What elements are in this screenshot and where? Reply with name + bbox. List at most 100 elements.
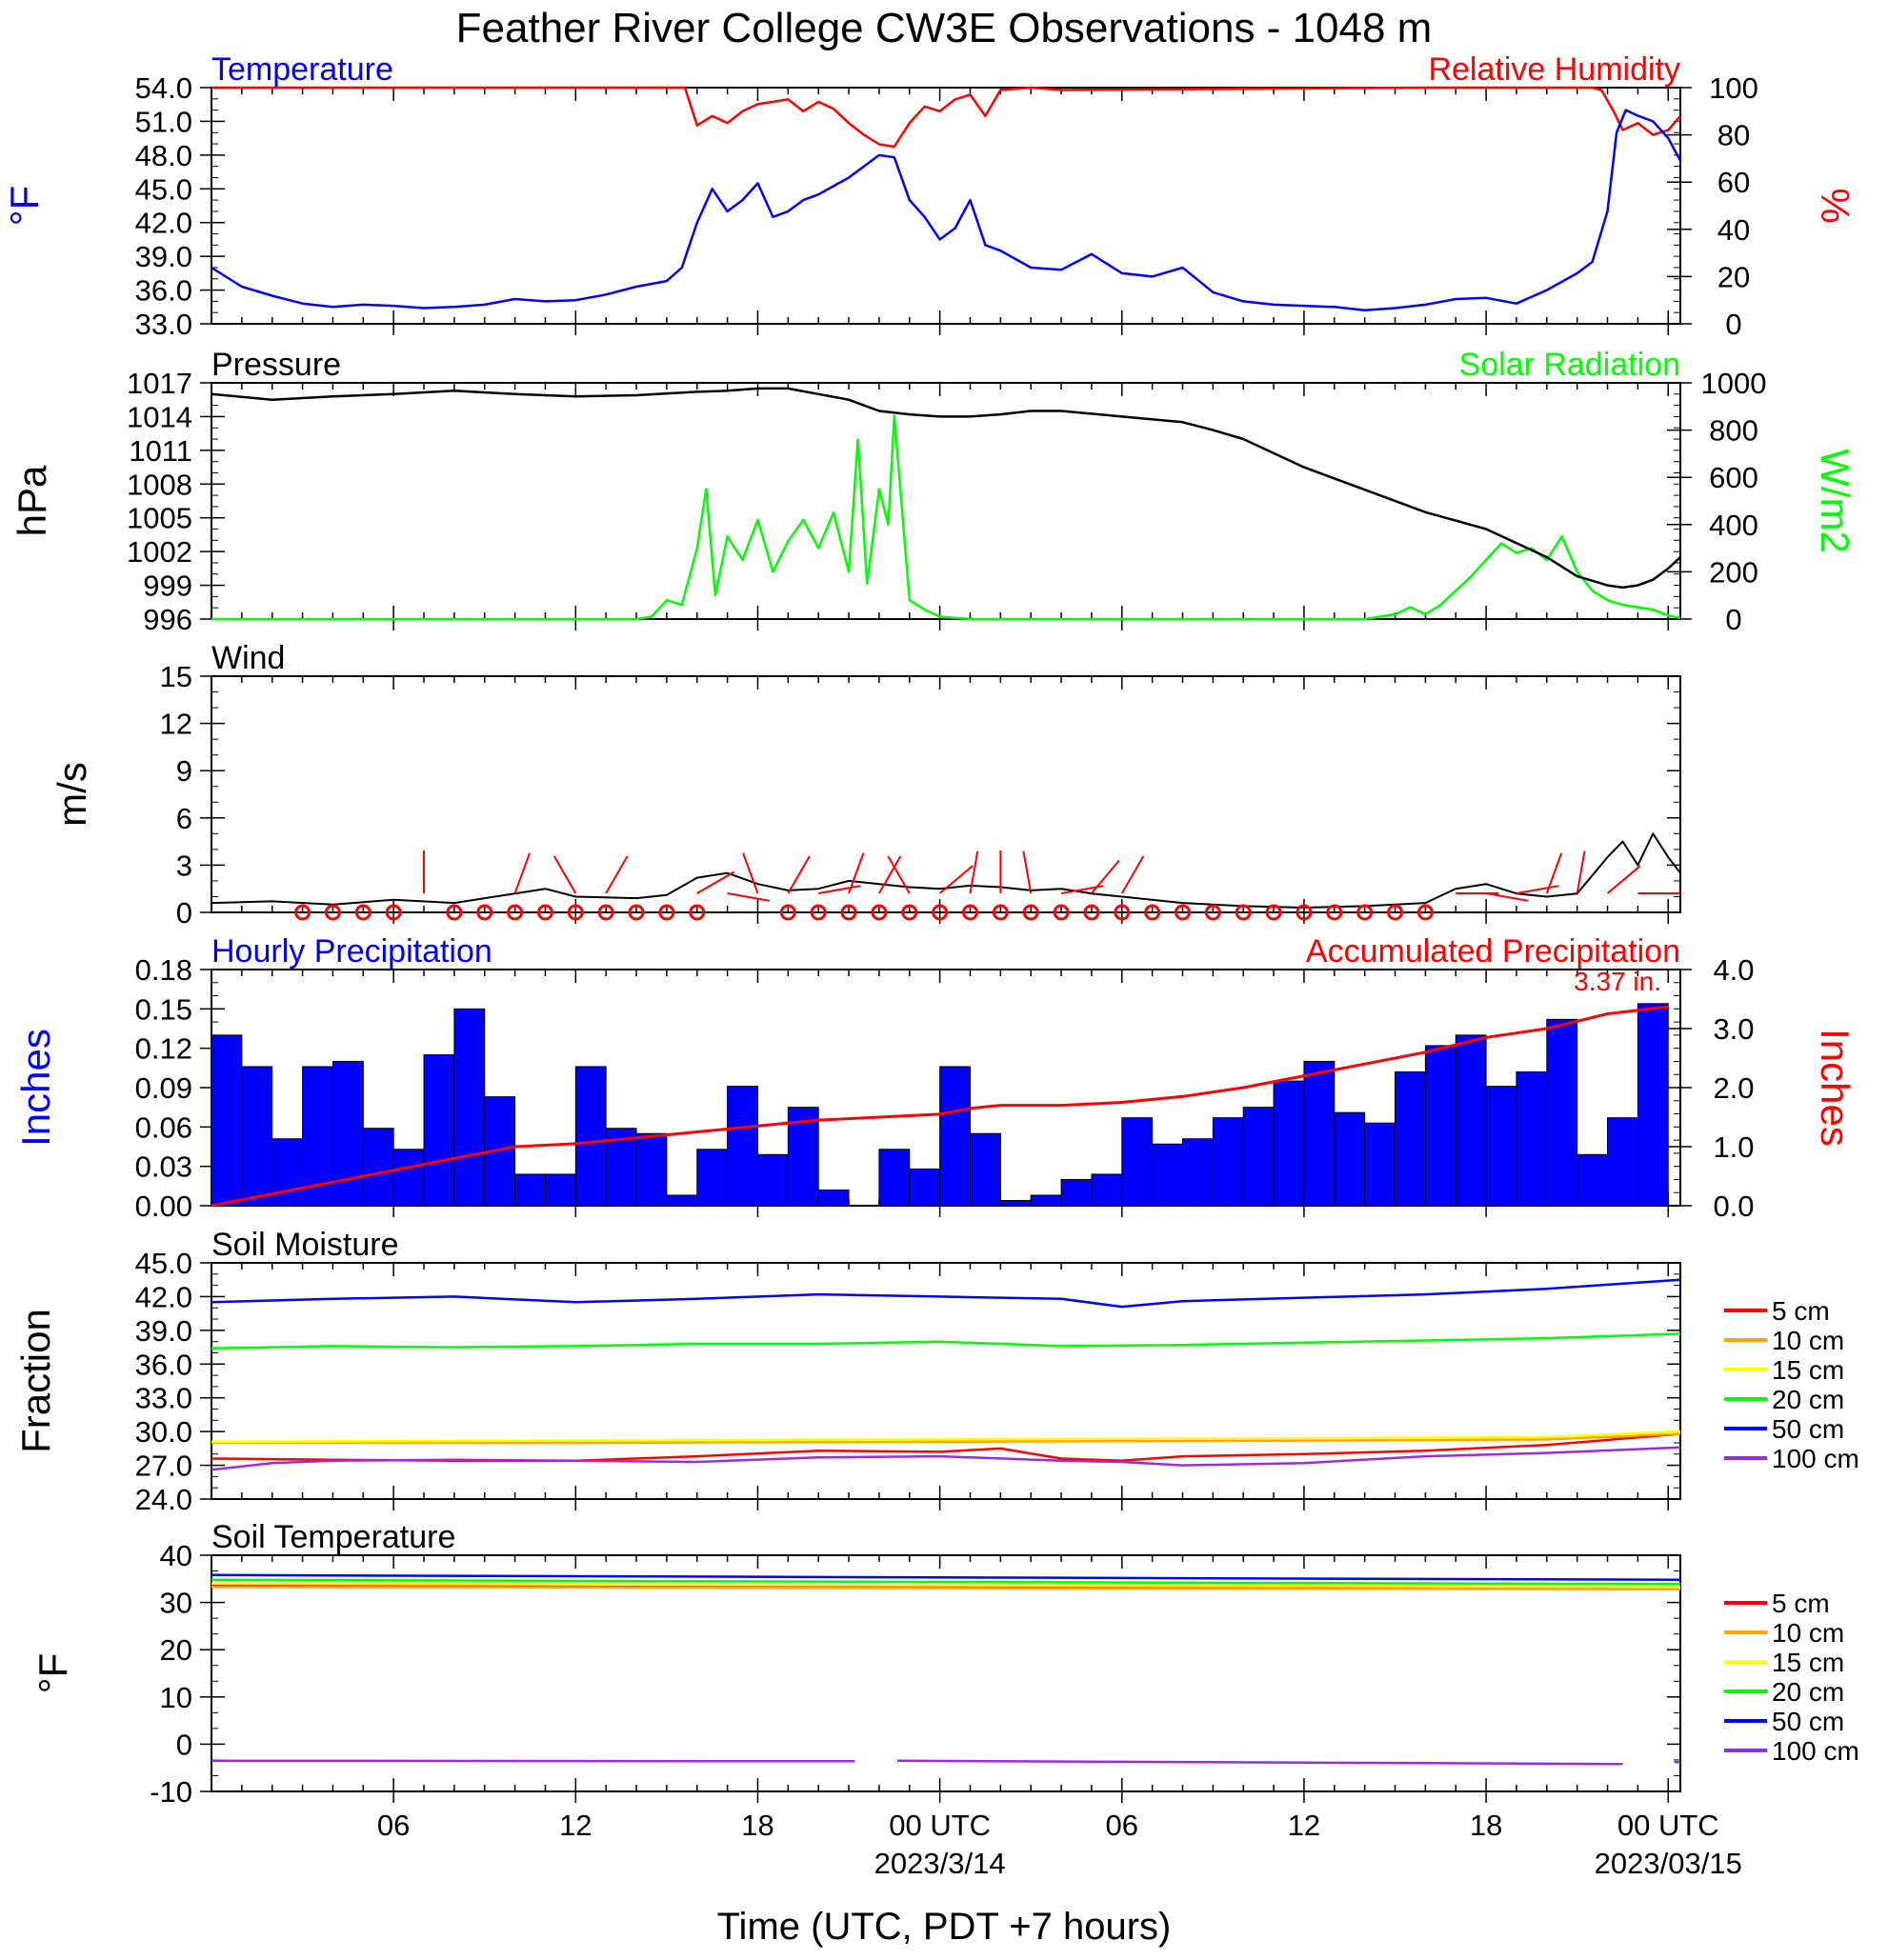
wind-barb [742, 852, 759, 894]
y-right-tick-label: 2.0 [1713, 1071, 1754, 1105]
wind-calm-marker [658, 904, 675, 921]
wind-calm-marker [628, 904, 645, 921]
panel-frame [211, 1554, 1681, 1792]
y-tick-label: 3 [176, 849, 192, 882]
wind-barb [727, 892, 771, 902]
y-tick-label: 27.0 [135, 1450, 192, 1483]
hourly-precip-bar [696, 1149, 729, 1207]
y-right-tick-label: 4.0 [1713, 953, 1754, 987]
y-tick-label: 1008 [127, 468, 192, 501]
wind-calm-marker [1356, 904, 1374, 921]
y-tick-label: 6 [176, 802, 192, 835]
wind-barb [1606, 865, 1641, 894]
y-tick-label: 48.0 [135, 139, 192, 172]
hourly-precip-bar [999, 1199, 1032, 1207]
legend-label: 10 cm [1772, 1326, 1844, 1355]
y-tick-label: 45.0 [135, 1247, 192, 1280]
hourly-precip-bar [1455, 1034, 1487, 1207]
y-right-tick-label: 800 [1709, 414, 1758, 448]
wind-barb [1485, 892, 1529, 902]
wind-barb [1516, 885, 1559, 894]
y-right-tick-label: 20 [1717, 260, 1750, 293]
y-right-tick-label: 1000 [1701, 367, 1767, 400]
wind-calm-marker [932, 904, 949, 921]
y-axis-title-right: W/m2 [1813, 449, 1858, 553]
hourly-precip-bar [1364, 1122, 1396, 1207]
wind-barb [818, 885, 861, 894]
hourly-precip-bar [635, 1132, 668, 1207]
y-tick-label: 51.0 [135, 105, 192, 138]
hourly-precip-bar [878, 1149, 911, 1207]
y-tick-label: 996 [143, 603, 192, 636]
hourly-precip-bar [909, 1168, 941, 1207]
panel-frame [211, 87, 1681, 325]
hourly-precip-bar [1637, 1003, 1669, 1207]
y-tick-label: 0.09 [135, 1071, 192, 1105]
y-tick-label: 33.0 [135, 308, 192, 341]
hourly-precip-bar [1121, 1117, 1154, 1207]
wind-barb [878, 855, 902, 894]
x-tick-label: 12 [1288, 1809, 1320, 1842]
hourly-precip-bar [423, 1054, 455, 1207]
hourly-precip-bar [1303, 1060, 1336, 1207]
panel-title-wind: Wind [211, 640, 285, 676]
y-tick-label: 30.0 [135, 1415, 192, 1449]
legend-label: 5 cm [1772, 1589, 1830, 1618]
hourly-precip-bar [1424, 1045, 1456, 1207]
hourly-precip-bar [666, 1194, 698, 1207]
wind-calm-marker [1265, 904, 1282, 921]
wind-calm-marker [1144, 904, 1161, 921]
hourly-precip-bar [1334, 1111, 1366, 1207]
y-tick-label: 9 [176, 754, 192, 788]
panel-title-pressure: Pressure [211, 347, 341, 383]
wind-barb [969, 850, 979, 894]
y-tick-label: 1005 [127, 502, 192, 535]
panel-title-soil: Soil Moisture [211, 1227, 399, 1263]
y-axis-title-right: % [1813, 188, 1858, 223]
x-tick-label: 06 [1106, 1809, 1138, 1842]
hourly-precip-bar [211, 1034, 243, 1207]
panel-frame [211, 675, 1681, 913]
accumulated-precip-line [211, 1005, 1669, 1208]
y-tick-label: 20 [160, 1633, 192, 1667]
x-date-label: 2023/03/15 [1595, 1847, 1742, 1880]
y-right-tick-label: 200 [1709, 555, 1758, 589]
soil-line-10cm [211, 1585, 1681, 1590]
y-right-tick-label: 60 [1717, 166, 1750, 199]
y-right-tick-label: 600 [1709, 461, 1758, 494]
wind-barb [787, 855, 811, 894]
y-right-tick-label: 3.0 [1713, 1012, 1754, 1046]
x-date-label: 2023/3/14 [874, 1847, 1006, 1880]
hourly-precip-bar [514, 1173, 546, 1207]
wind-calm-marker [507, 904, 524, 921]
pressure-line [211, 387, 1681, 590]
y-tick-label: 0.00 [135, 1190, 192, 1223]
wind-calm-marker [1295, 904, 1313, 921]
hourly-precip-bar [939, 1066, 971, 1207]
wind-calm-marker [1416, 904, 1434, 921]
x-tick-label: 12 [559, 1809, 592, 1842]
y-tick-label: 1011 [129, 434, 192, 468]
legend-label: 5 cm [1772, 1296, 1830, 1326]
hourly-precip-bar [1395, 1070, 1426, 1207]
wind-barb [552, 855, 577, 894]
y-right-tick-label: 40 [1717, 213, 1750, 247]
panel-title-temperature: Temperature [211, 51, 393, 88]
panel-title-soil: Soil Temperature [211, 1519, 455, 1555]
panel-frame [211, 1262, 1681, 1500]
soil-line-50cm [211, 1573, 1681, 1582]
wind-calm-marker [597, 904, 614, 921]
wind-calm-marker [689, 904, 706, 921]
wind-barb [938, 865, 974, 894]
wind-calm-marker [1235, 904, 1252, 921]
wind-calm-marker [536, 904, 553, 921]
legend-label: 100 cm [1772, 1736, 1859, 1766]
soil-line-10cm [211, 1432, 1681, 1445]
wind-barb [1022, 850, 1033, 894]
panel-frame [211, 382, 1681, 620]
hourly-precip-bar [817, 1189, 850, 1207]
x-tick-label: 18 [1470, 1809, 1502, 1842]
soil-line-100cm [211, 1759, 1680, 1766]
wind-calm-marker [779, 904, 796, 921]
hourly-precip-bar [271, 1138, 304, 1207]
